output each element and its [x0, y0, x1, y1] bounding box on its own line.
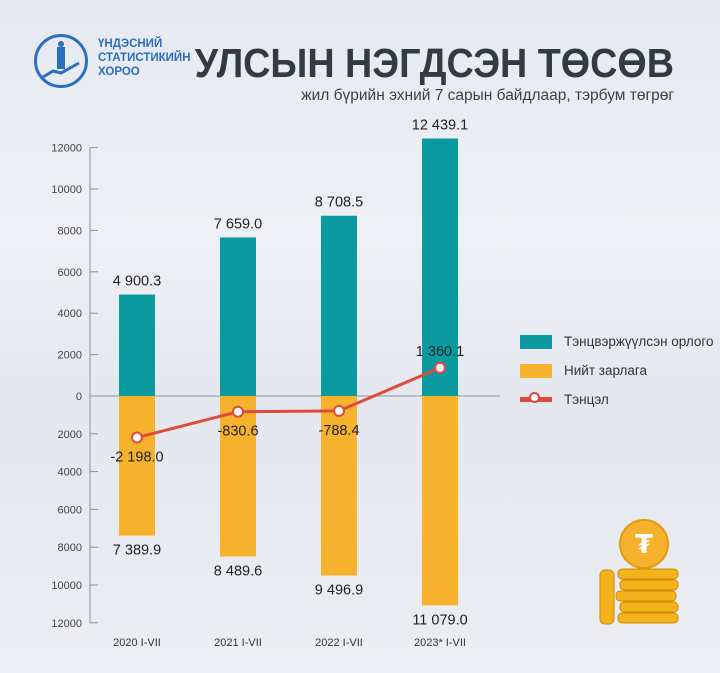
revenue-bar [422, 138, 458, 397]
revenue-bar [119, 294, 155, 396]
y-tick-label: 4000 [58, 308, 82, 320]
y-tick-label: 8000 [58, 542, 82, 554]
legend-item-revenue: Тэнцвэржүүлсэн орлого [520, 327, 714, 356]
y-tick-label: 8000 [58, 225, 82, 237]
coins-illustration: ₮ [599, 519, 679, 625]
y-tick-label: 4000 [58, 467, 82, 479]
legend-item-expense: Нийт зарлага [520, 356, 714, 385]
y-tick-label: 12000 [51, 618, 82, 630]
revenue-bar [220, 237, 256, 396]
legend-label: Нийт зарлага [564, 363, 648, 378]
legend: Тэнцвэржүүлсэн орлого Нийт зарлага Тэнцэ… [520, 327, 714, 414]
y-tick-label: 2000 [58, 350, 82, 362]
y-tick-label: 6000 [58, 267, 82, 279]
revenue-label: 4 900.3 [113, 274, 161, 290]
org-name-line: ХОРОО [98, 66, 140, 78]
legend-swatch [520, 363, 552, 378]
legend-line-marker [520, 392, 552, 403]
balance-label: 1 360.1 [416, 344, 464, 360]
balance-label: -788.4 [318, 423, 359, 439]
tugrik-coin-icon [619, 519, 669, 569]
x-tick-label: 2022 I-VII [315, 637, 363, 649]
x-tick-label: 2021 I-VII [214, 637, 262, 649]
org-name-line: ҮНДЭСНИЙ [98, 38, 163, 50]
page-subtitle: жил бүрийн эхний 7 сарын байдлаар, тэрбу… [301, 87, 674, 104]
org-logo [34, 34, 88, 88]
expense-label: 8 489.6 [214, 563, 262, 579]
expense-bar [119, 396, 155, 536]
y-tick-label: 10000 [51, 580, 82, 592]
revenue-label: 12 439.1 [412, 118, 468, 134]
revenue-label: 7 659.0 [214, 216, 262, 232]
y-tick-label: 6000 [58, 504, 82, 516]
expense-label: 9 496.9 [315, 582, 363, 598]
y-tick-label: 0 [76, 391, 82, 403]
x-tick-label: 2020 I-VII [113, 637, 161, 649]
page-title: УЛСЫН НЭГДСЭН ТӨСӨВ [194, 40, 674, 86]
legend-label: Тэнцэл [564, 392, 609, 407]
revenue-bar [321, 215, 357, 396]
balance-label: -2 198.0 [110, 450, 163, 466]
org-name: ҮНДЭСНИЙ СТАТИСТИКИЙН ХОРОО [98, 37, 191, 79]
balance-point [333, 404, 345, 417]
balance-label: -830.6 [217, 424, 258, 440]
expense-bar [321, 396, 357, 576]
balance-line [136, 366, 441, 439]
legend-swatch [520, 334, 552, 349]
legend-label: Тэнцвэржүүлсэн орлого [564, 334, 714, 349]
y-tick-label: 2000 [58, 429, 82, 441]
org-name-line: СТАТИСТИКИЙН [98, 52, 191, 64]
y-tick-label: 12000 [51, 143, 82, 155]
legend-item-balance: Тэнцэл [520, 385, 714, 414]
svg-text:₮: ₮ [635, 530, 653, 560]
expense-bar [220, 396, 256, 557]
revenue-label: 8 708.5 [315, 195, 363, 211]
y-tick-label: 10000 [51, 184, 82, 196]
expense-label: 11 079.0 [412, 612, 467, 628]
balance-point [434, 361, 446, 374]
expense-bar [422, 396, 458, 606]
x-tick-label: 2023* I-VII [414, 637, 466, 649]
balance-point [232, 405, 244, 418]
expense-label: 7 389.9 [113, 543, 161, 559]
balance-point [131, 431, 143, 444]
